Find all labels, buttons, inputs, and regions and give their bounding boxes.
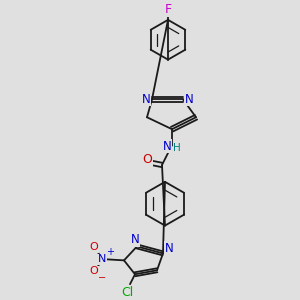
Text: −: − [98, 273, 106, 283]
Text: N: N [184, 93, 194, 106]
Text: N: N [142, 93, 150, 106]
Text: N: N [163, 140, 171, 153]
Text: +: + [106, 248, 114, 257]
Text: O: O [90, 266, 98, 276]
Text: N: N [130, 233, 140, 246]
Text: F: F [164, 3, 172, 16]
Text: O: O [142, 154, 152, 166]
Text: O: O [90, 242, 98, 252]
Text: H: H [173, 143, 181, 153]
Text: N: N [165, 242, 173, 255]
Text: N: N [98, 254, 106, 264]
Text: Cl: Cl [121, 286, 133, 299]
